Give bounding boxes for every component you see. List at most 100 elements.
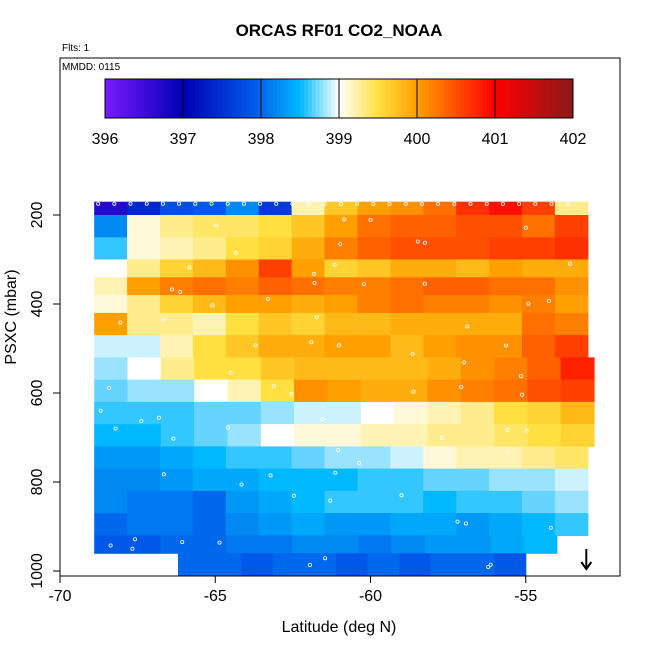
colorbar-strip [362,79,367,118]
heatmap-cell [522,446,556,470]
heatmap-cell [291,295,326,314]
sample-point [309,340,314,345]
colorbar-strip [214,79,219,118]
colorbar-strip [218,79,223,118]
colorbar-strip [534,79,539,118]
heatmap-cell [227,379,262,403]
sample-point [336,448,341,453]
heatmap-cell [357,295,391,314]
heatmap-cell [456,446,490,470]
heatmap-cell [160,312,194,336]
heatmap-cell [522,201,556,216]
heatmap-cell [192,237,227,261]
heatmap-cell [127,201,161,216]
heatmap-cell [291,468,326,492]
heatmap-cell [489,259,523,278]
heatmap-cell [390,237,424,261]
heatmap-cell [554,295,589,314]
sample-point [108,543,113,548]
heatmap-cell [522,335,556,358]
heatmap-cell [324,201,358,216]
heatmap-cell [94,259,128,278]
colorbar-strip [237,79,242,118]
colorbar-strip [498,79,504,118]
heatmap-cell [324,490,358,514]
heatmap-cell [291,201,326,216]
heatmap-cell [260,357,295,381]
sample-points [96,201,573,570]
heatmap-cell [489,277,523,296]
heatmap-cell [127,357,162,381]
colorbar-strip [155,79,160,118]
sample-point [463,521,468,526]
colorbar-strip [190,79,196,118]
heatmap-cell [94,201,128,216]
heatmap-cell [560,357,595,381]
flights-annotation: Flts: 1 [62,43,90,54]
colorbar-strip [183,79,188,118]
colorbar-strip [557,79,562,118]
colorbar-tick-label: 402 [560,131,587,148]
colorbar [104,78,574,119]
colorbar-strip [541,79,547,118]
sample-point [462,360,467,365]
heatmap-cell [291,446,326,470]
sample-point [385,410,390,415]
colorbar-strip [436,79,441,118]
heatmap-cell [160,215,194,238]
colorbar-strip [179,79,184,118]
heatmap-cell [489,295,523,314]
colorbar-strip [222,79,227,118]
heatmap-cell [192,312,227,336]
heatmap-cell [489,335,523,358]
heatmap-cell [324,468,358,492]
colorbar-strip [198,79,203,118]
heatmap-cell [489,446,523,470]
heatmap-cell [357,201,391,216]
sample-point [459,384,464,389]
sample-point [368,217,373,222]
sample-point [156,415,161,420]
sample-point [274,201,279,206]
x-tick-label: -55 [514,588,537,605]
heatmap-cell [291,237,326,261]
colorbar-strip [335,79,340,118]
colorbar-strip [136,79,141,118]
colorbar-strip [401,79,406,118]
y-axis: 200 400 600 800 1000 [29,202,60,589]
colorbar-strip [229,79,235,118]
heatmap-cell [456,215,490,238]
colorbar-strip [112,79,118,118]
colorbar-strip [420,79,426,118]
y-tick-label: 400 [29,291,46,318]
heatmap-cell [423,259,457,278]
heatmap-cell [494,424,528,447]
colorbar-strip [323,79,328,118]
heatmap-cell [94,424,129,447]
heatmap-cell [456,259,490,278]
heatmap-cell [327,424,362,447]
heatmap-cell [291,513,326,536]
sample-point [139,418,144,423]
heatmap-cell [160,468,194,492]
colorbar-strip [206,79,211,118]
heatmap-cell [291,277,326,296]
heatmap-cell [527,401,562,425]
heatmap-cell [494,401,528,425]
colorbar-strip [300,79,305,118]
heatmap-cell [554,490,589,514]
sample-point [161,317,166,322]
sample-point [333,470,338,475]
heatmap-cell [554,277,589,296]
heatmap-cell [258,468,293,492]
heatmap-cell [227,401,262,425]
heatmap-cell [258,259,293,278]
heatmap-cell [324,215,358,238]
heatmap-cell [258,215,293,238]
colorbar-strip [120,79,125,118]
heatmap-cell [225,490,260,514]
heatmap-cell [424,535,459,554]
heatmap-cell [260,379,295,403]
heatmap-cell [127,277,161,296]
